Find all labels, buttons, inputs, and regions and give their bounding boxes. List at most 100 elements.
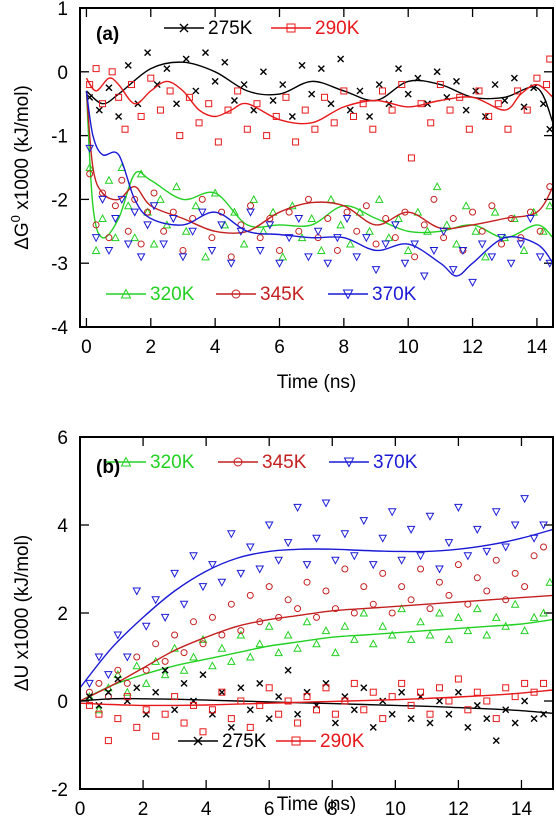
data-point-290K bbox=[114, 715, 122, 723]
data-point-370K bbox=[207, 246, 217, 255]
y-axis-label-unit: x1000 (kJ/mol) bbox=[12, 85, 33, 215]
legend-item-320K: 320K bbox=[106, 452, 195, 473]
data-point-320K bbox=[452, 239, 461, 248]
data-point-370K bbox=[132, 587, 142, 596]
data-point-275K bbox=[546, 125, 553, 133]
data-point-275K bbox=[124, 61, 132, 69]
data-point-290K bbox=[133, 723, 141, 731]
data-point-345K bbox=[469, 208, 477, 216]
x-tick-label: 4 bbox=[210, 337, 221, 358]
data-point-275K bbox=[279, 81, 287, 89]
data-point-345K bbox=[179, 246, 187, 254]
panel-label: (a) bbox=[96, 24, 119, 45]
data-point-275K bbox=[473, 701, 481, 709]
data-point-320K bbox=[355, 207, 365, 216]
data-point-345K bbox=[426, 605, 434, 613]
data-point-290K bbox=[161, 710, 169, 718]
data-point-320K bbox=[331, 648, 340, 657]
data-point-275K bbox=[133, 684, 141, 692]
data-point-345K bbox=[478, 227, 486, 235]
data-point-275K bbox=[173, 100, 181, 108]
data-point-320K bbox=[519, 245, 529, 254]
data-point-370K bbox=[151, 596, 161, 605]
data-point-370K bbox=[293, 503, 302, 512]
data-point-370K bbox=[444, 539, 454, 548]
x-tick-label: 14 bbox=[526, 337, 548, 358]
data-point-345K bbox=[142, 666, 150, 674]
data-point-320K bbox=[217, 643, 227, 652]
data-point-370K bbox=[122, 653, 132, 662]
data-point-370K bbox=[141, 622, 151, 631]
data-point-345K bbox=[284, 596, 292, 604]
data-point-275K bbox=[275, 693, 283, 701]
data-point-320K bbox=[490, 207, 500, 216]
data-point-320K bbox=[230, 207, 239, 216]
data-point-290K bbox=[543, 81, 551, 89]
data-point-290K bbox=[303, 693, 311, 701]
x-tick-label: 2 bbox=[138, 799, 149, 817]
x-tick-label: 6 bbox=[264, 799, 275, 817]
data-point-320K bbox=[461, 201, 471, 210]
data-point-370K bbox=[245, 543, 255, 552]
data-point-275K bbox=[341, 693, 349, 701]
data-point-275K bbox=[375, 81, 383, 89]
x-tick-label: 10 bbox=[385, 799, 406, 817]
data-point-370K bbox=[454, 503, 463, 512]
data-point-345K bbox=[407, 596, 415, 604]
data-point-275K bbox=[492, 737, 500, 745]
legend-label: 370K bbox=[373, 452, 418, 473]
data-point-370K bbox=[197, 208, 207, 217]
fit-line-345K bbox=[80, 594, 553, 702]
data-point-290K bbox=[205, 100, 213, 108]
data-point-370K bbox=[104, 246, 114, 255]
data-point-290K bbox=[475, 87, 483, 95]
data-point-320K bbox=[510, 599, 520, 608]
series-345K bbox=[80, 543, 553, 702]
y-axis-label-main: ΔU x1000 (kJ/mol) bbox=[12, 535, 33, 691]
data-point-275K bbox=[105, 84, 113, 92]
x-tick-label: 10 bbox=[398, 337, 419, 358]
x-tick-label: 8 bbox=[327, 799, 338, 817]
data-point-320K bbox=[539, 226, 548, 235]
data-point-345K bbox=[190, 618, 198, 626]
legend-item-320K: 320K bbox=[106, 284, 195, 305]
legend-marker-370K bbox=[342, 289, 354, 300]
data-point-370K bbox=[529, 534, 539, 543]
data-point-290K bbox=[331, 710, 339, 718]
data-point-370K bbox=[400, 259, 410, 268]
data-point-275K bbox=[199, 671, 207, 679]
data-point-320K bbox=[149, 239, 159, 248]
data-point-290K bbox=[263, 132, 271, 140]
data-point-320K bbox=[113, 670, 123, 679]
data-point-320K bbox=[545, 577, 553, 586]
data-point-320K bbox=[255, 639, 265, 648]
data-point-275K bbox=[269, 97, 277, 105]
data-point-345K bbox=[198, 195, 206, 203]
data-point-370K bbox=[160, 613, 170, 622]
data-point-320K bbox=[384, 233, 394, 242]
y-tick-label: 1 bbox=[57, 0, 68, 20]
data-point-370K bbox=[265, 221, 275, 230]
data-point-275K bbox=[161, 666, 169, 674]
data-point-320K bbox=[529, 612, 539, 621]
x-tick-label: 12 bbox=[462, 337, 483, 358]
x-tick-label: 2 bbox=[146, 337, 157, 358]
data-point-370K bbox=[313, 227, 323, 236]
data-point-275K bbox=[414, 74, 422, 82]
data-point-370K bbox=[381, 240, 391, 249]
data-point-290K bbox=[180, 719, 188, 727]
data-point-345K bbox=[540, 543, 548, 551]
data-point-345K bbox=[247, 202, 255, 210]
data-point-345K bbox=[379, 569, 387, 577]
data-point-320K bbox=[312, 639, 321, 648]
data-point-320K bbox=[481, 252, 490, 261]
legend-label: 290K bbox=[320, 731, 365, 752]
y-axis-label-superscript: 0 bbox=[8, 215, 23, 222]
data-point-345K bbox=[483, 587, 491, 595]
data-point-320K bbox=[501, 621, 511, 630]
data-point-290K bbox=[464, 706, 472, 714]
data-point-290K bbox=[152, 732, 160, 740]
data-point-275K bbox=[433, 68, 441, 76]
data-point-275K bbox=[369, 723, 377, 731]
data-point-345K bbox=[105, 234, 113, 242]
